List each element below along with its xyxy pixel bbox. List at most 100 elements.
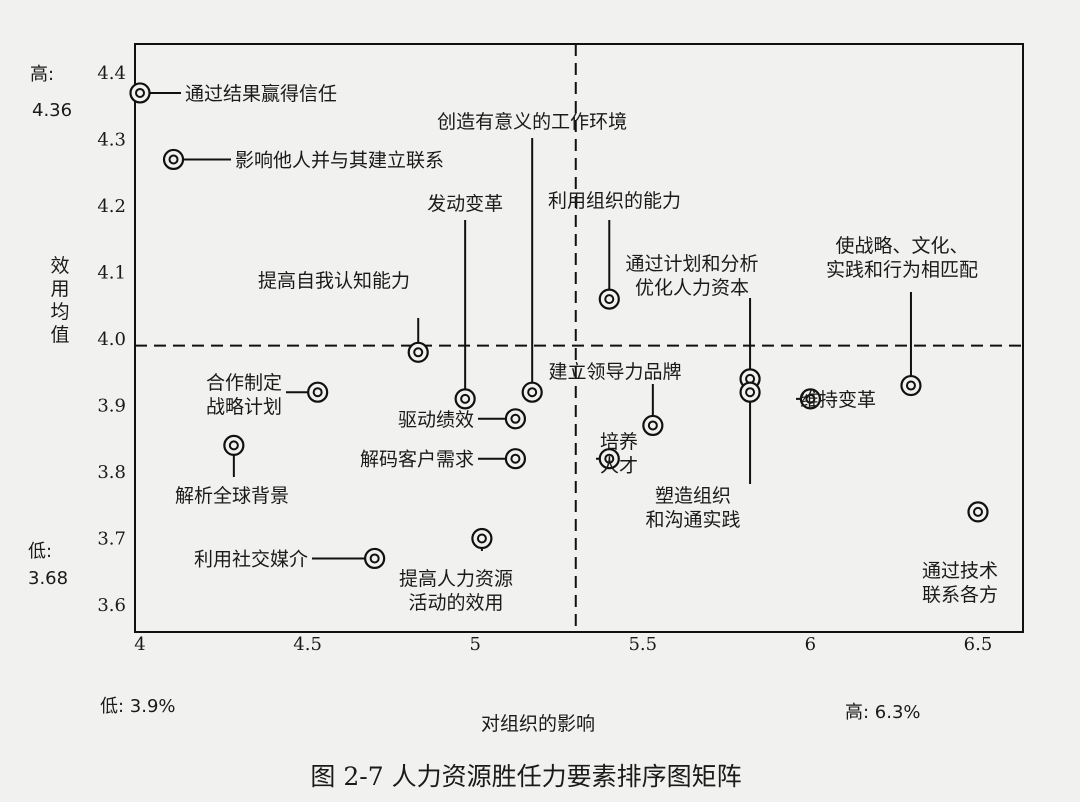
data-point-marker	[129, 82, 151, 104]
marker-outer-ring	[598, 448, 620, 470]
y-high-label: 高:	[30, 64, 54, 85]
marker-inner-ring	[312, 387, 323, 398]
y-tick-label: 3.8	[97, 462, 126, 483]
marker-inner-ring	[369, 553, 380, 564]
y-tick-label: 4.4	[97, 63, 126, 84]
data-point-marker	[504, 408, 527, 430]
marker-inner-ring	[805, 393, 816, 404]
y-axis-label-char: 值	[50, 324, 69, 346]
point-label: 战略计划	[206, 396, 282, 418]
figure-caption: 图 2-7 人力资源胜任力要素排序图矩阵	[310, 762, 741, 791]
marker-outer-ring	[307, 381, 329, 403]
marker-outer-ring	[521, 381, 543, 403]
marker-inner-ring	[604, 294, 615, 305]
plot-frame	[134, 43, 1024, 633]
y-tick-label: 3.9	[97, 396, 126, 417]
marker-outer-ring	[598, 288, 620, 310]
point-label: 驱动绩效	[398, 409, 474, 431]
data-point-marker	[598, 288, 620, 310]
point-label: 解析全球背景	[175, 485, 289, 507]
marker-inner-ring	[510, 453, 521, 464]
marker-inner-ring	[604, 453, 615, 464]
marker-inner-ring	[476, 533, 487, 544]
point-label: 塑造组织	[655, 485, 731, 507]
point-label: 通过计划和分析	[625, 253, 758, 275]
x-tick-label: 5	[469, 634, 480, 655]
data-point-marker	[364, 547, 386, 570]
marker-inner-ring	[905, 380, 916, 391]
point-label: 合作制定	[206, 372, 282, 394]
x-tick-label: 6	[805, 634, 816, 655]
data-point-marker	[598, 448, 620, 470]
y-tick-label: 3.7	[97, 529, 126, 550]
x-tick-label: 6.5	[964, 634, 993, 655]
point-label: 培养	[600, 431, 638, 453]
data-point-marker	[521, 381, 543, 403]
point-label: 人才	[600, 455, 638, 477]
y-tick-label: 3.6	[97, 595, 126, 616]
marker-outer-ring	[407, 341, 429, 363]
y-tick-label: 4.0	[97, 329, 126, 350]
y-low-label: 低:	[28, 541, 52, 562]
marker-inner-ring	[460, 393, 471, 404]
point-label: 提高人力资源	[399, 568, 513, 590]
y-axis-label-char: 用	[50, 278, 69, 300]
y-tick-label: 4.3	[97, 130, 126, 151]
point-label: 联系各方	[922, 584, 998, 606]
marker-inner-ring	[745, 387, 756, 398]
marker-outer-ring	[900, 374, 922, 397]
y-high-value: 4.36	[32, 100, 72, 121]
point-label: 利用组织的能力	[548, 190, 681, 212]
x-tick-label: 5.5	[628, 634, 657, 655]
x-tick-label: 4.5	[293, 634, 322, 655]
point-label: 通过技术	[922, 560, 998, 582]
point-label: 影响他人并与其建立联系	[235, 149, 444, 171]
point-label: 解码客户需求	[360, 449, 474, 471]
marker-outer-ring	[967, 501, 989, 523]
point-label: 优化人力资本	[635, 277, 749, 299]
marker-outer-ring	[642, 414, 664, 437]
marker-outer-ring	[364, 547, 386, 570]
point-label: 建立领导力品牌	[548, 361, 681, 383]
point-label: 利用社交媒介	[194, 548, 308, 570]
data-point-marker	[900, 374, 922, 397]
data-point-marker	[223, 434, 245, 456]
marker-outer-ring	[471, 527, 493, 550]
data-point-marker	[504, 448, 527, 470]
marker-inner-ring	[135, 87, 145, 98]
data-point-marker	[307, 381, 329, 403]
marker-inner-ring	[510, 413, 521, 424]
marker-inner-ring	[973, 506, 983, 517]
data-point-marker	[799, 388, 822, 410]
point-label: 维持变革	[800, 389, 876, 411]
marker-outer-ring	[799, 388, 822, 410]
point-label: 活动的效用	[408, 592, 503, 614]
data-point-marker	[642, 414, 664, 437]
point-label: 使战略、文化、	[835, 235, 968, 257]
x-low-label: 低: 3.9%	[100, 696, 176, 717]
data-point-marker	[454, 388, 476, 410]
y-axis-label-char: 效	[50, 255, 69, 277]
data-point-marker	[162, 148, 185, 171]
data-point-marker	[967, 501, 989, 523]
marker-inner-ring	[413, 347, 424, 358]
marker-inner-ring	[647, 420, 658, 431]
y-tick-label: 4.2	[97, 196, 126, 217]
data-point-marker	[739, 381, 761, 403]
y-axis-label-char: 均	[50, 301, 69, 323]
marker-outer-ring	[739, 381, 761, 403]
x-tick-label: 4	[134, 634, 145, 655]
x-high-label: 高: 6.3%	[845, 702, 921, 723]
point-label: 通过结果赢得信任	[185, 83, 337, 105]
point-label: 创造有意义的工作环境	[437, 111, 627, 133]
point-label: 实践和行为相匹配	[826, 259, 978, 281]
marker-outer-ring	[454, 388, 476, 410]
marker-inner-ring	[228, 440, 239, 451]
marker-outer-ring	[129, 82, 151, 104]
x-axis-label: 对组织的影响	[481, 713, 595, 735]
y-low-value: 3.68	[28, 568, 68, 589]
marker-outer-ring	[504, 448, 527, 470]
